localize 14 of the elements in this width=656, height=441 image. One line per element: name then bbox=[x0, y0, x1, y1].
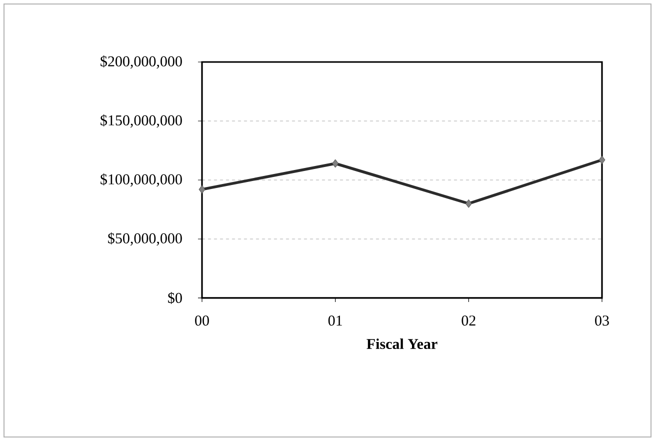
x-axis-title: Fiscal Year bbox=[366, 338, 438, 350]
x-tick-label: 02 bbox=[462, 316, 476, 326]
y-tick-label: $50,000,000 bbox=[108, 232, 182, 246]
x-tick-label: 03 bbox=[595, 316, 609, 326]
point bbox=[598, 156, 606, 164]
y-tick-label: $150,000,000 bbox=[100, 114, 182, 128]
point bbox=[465, 199, 472, 208]
y-tick-label: $200,000,000 bbox=[100, 55, 182, 69]
y-tick-label: $0 bbox=[168, 292, 182, 304]
point bbox=[332, 159, 339, 168]
x-tick-label: 01 bbox=[328, 316, 342, 326]
x-tick-label: 00 bbox=[195, 316, 209, 326]
point bbox=[198, 185, 206, 194]
y-tick-label: $100,000,000 bbox=[100, 173, 182, 187]
